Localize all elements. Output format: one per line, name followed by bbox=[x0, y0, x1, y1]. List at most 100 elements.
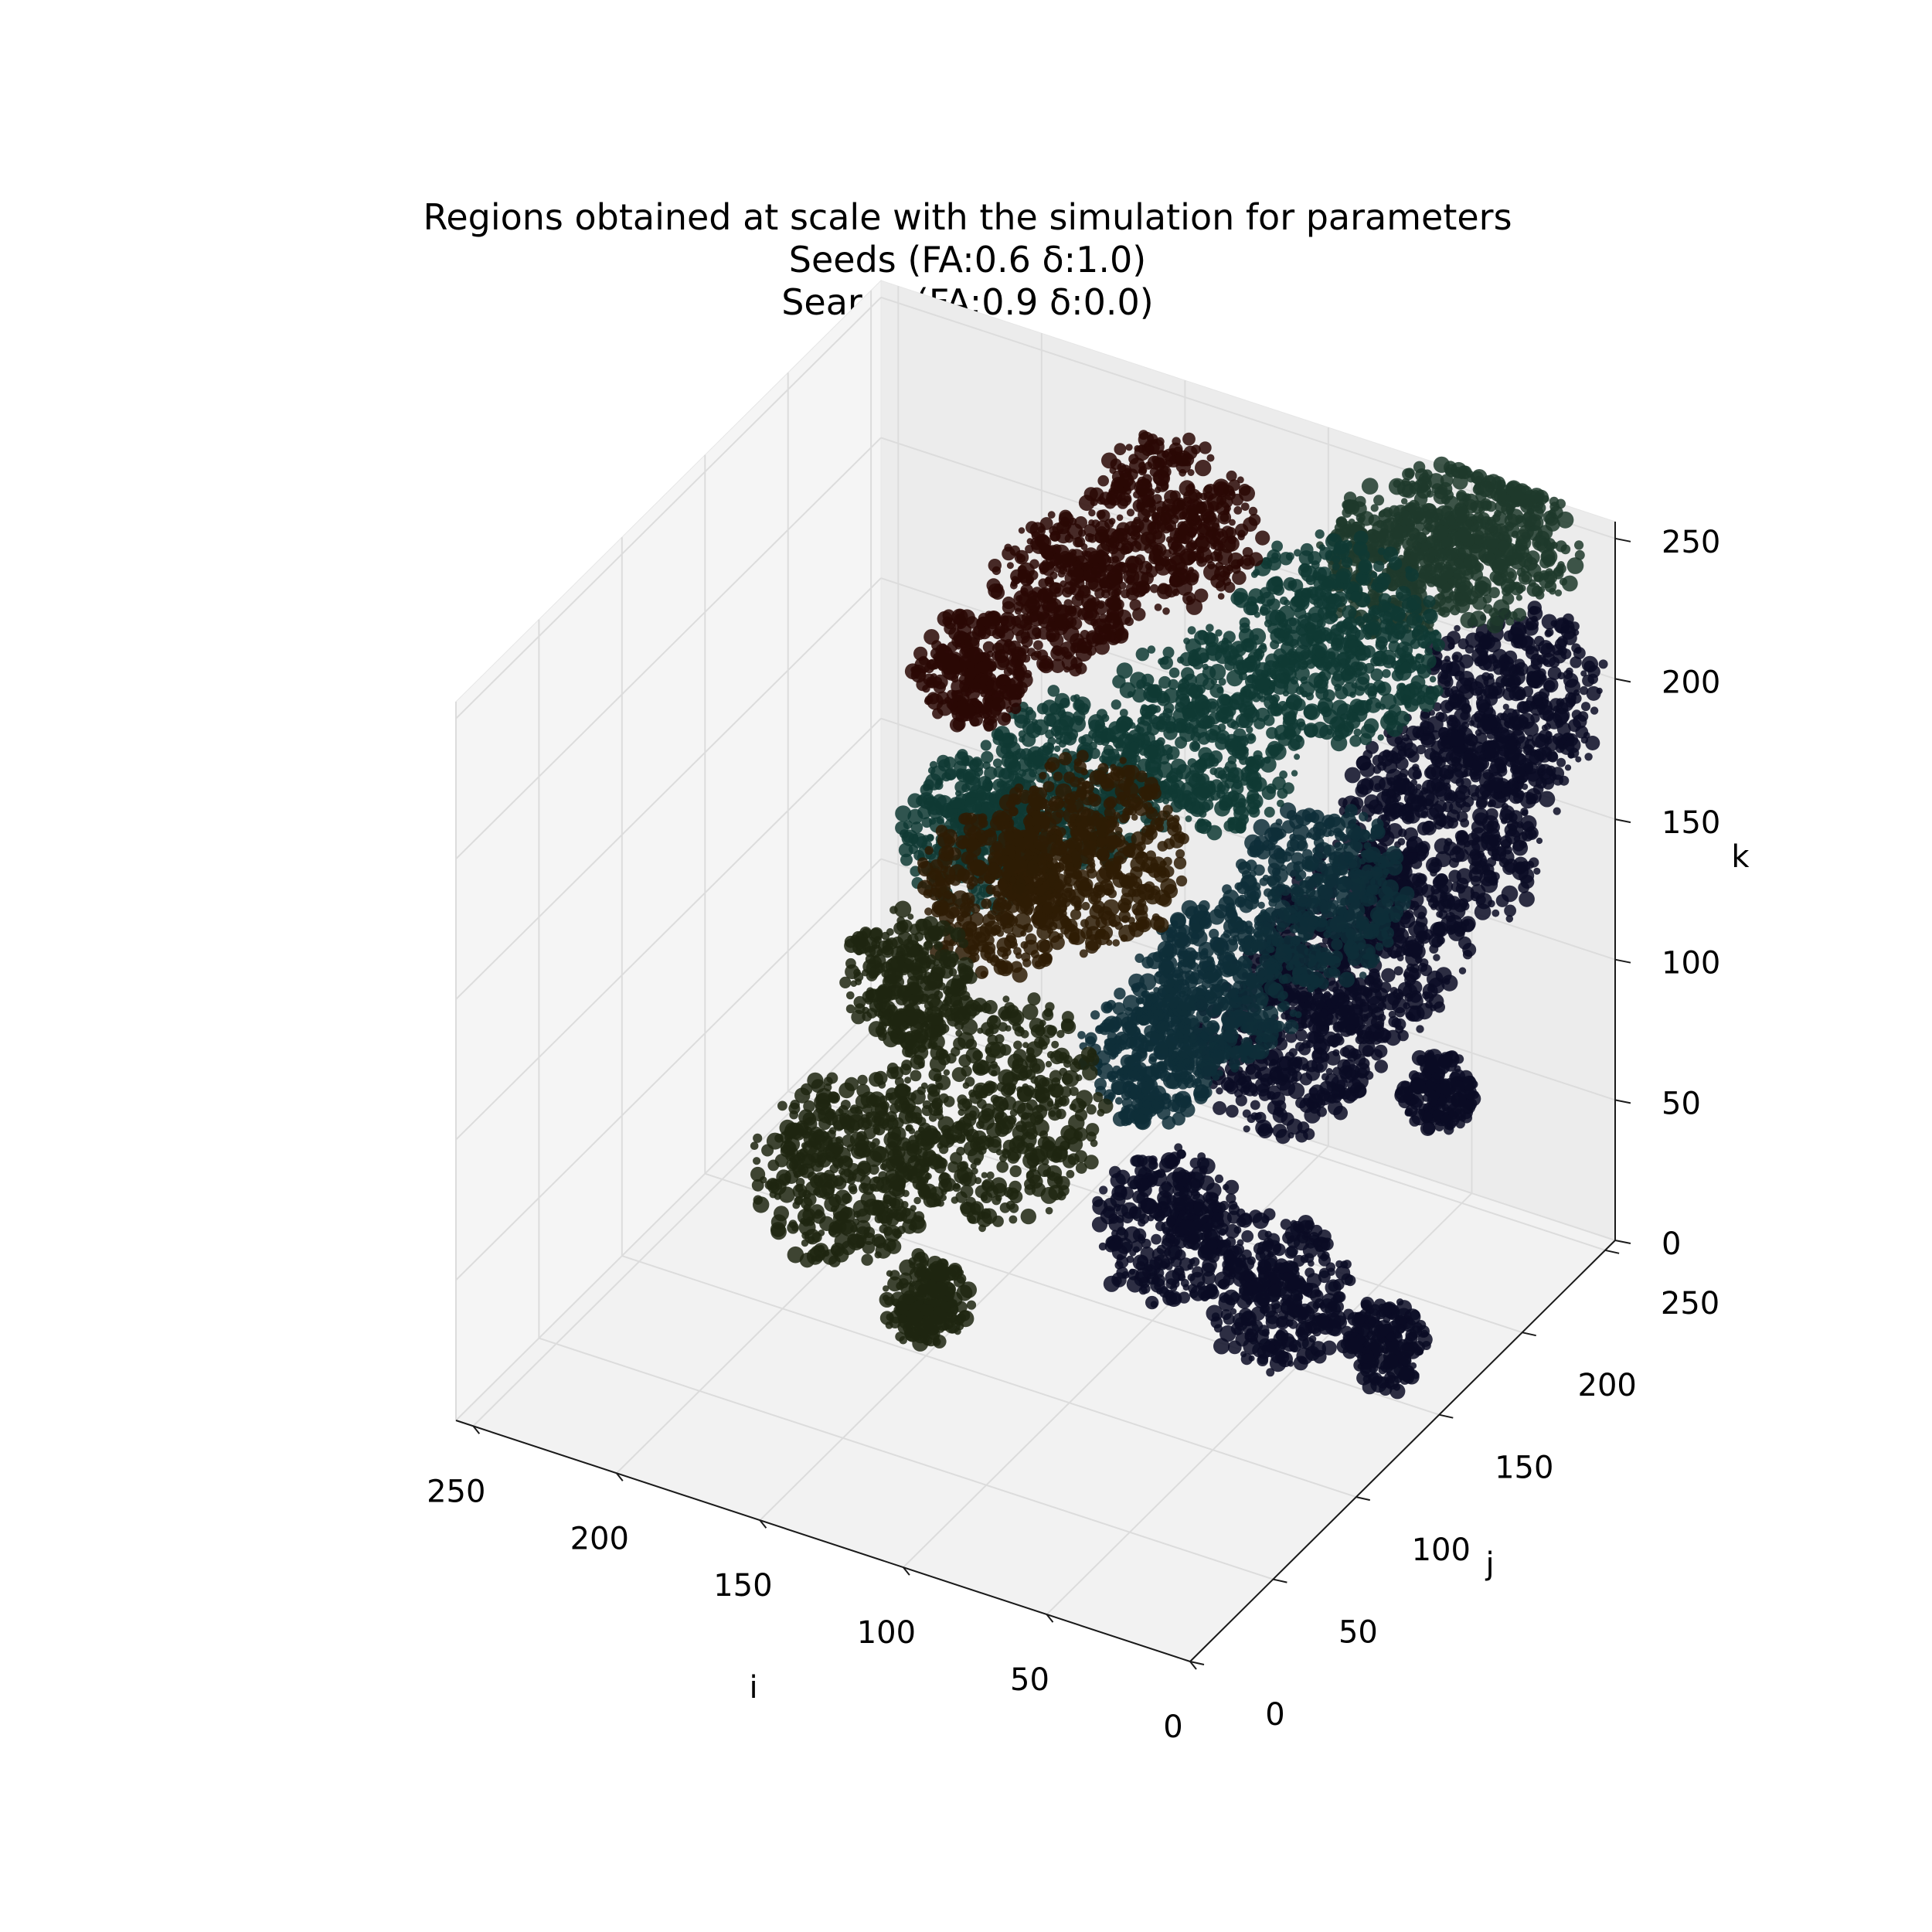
scatter-point bbox=[1433, 488, 1449, 505]
scatter-point bbox=[1131, 983, 1141, 993]
scatter-point bbox=[1433, 524, 1449, 541]
scatter-point bbox=[1471, 866, 1478, 873]
scatter-point bbox=[1482, 769, 1494, 781]
scatter-point bbox=[1575, 756, 1582, 763]
scatter-point bbox=[1437, 712, 1448, 723]
scatter-point bbox=[1281, 1272, 1291, 1282]
scatter-point bbox=[1211, 1005, 1223, 1016]
scatter-point bbox=[1383, 507, 1393, 518]
scatter-point bbox=[1412, 1321, 1423, 1333]
scatter-point bbox=[1168, 1244, 1183, 1260]
scatter-point bbox=[1405, 948, 1413, 956]
scatter-point bbox=[1279, 1001, 1290, 1011]
scatter-point bbox=[1542, 495, 1549, 503]
scatter-point bbox=[1131, 1065, 1147, 1081]
scatter-point bbox=[1198, 900, 1210, 912]
scatter-point bbox=[1104, 1240, 1117, 1253]
scatter-point bbox=[1349, 1070, 1359, 1079]
scatter-point bbox=[1165, 1262, 1173, 1270]
scatter-point bbox=[1581, 655, 1598, 673]
scatter-point bbox=[1498, 792, 1505, 799]
scatter-point bbox=[1315, 1244, 1323, 1253]
scatter-point bbox=[1464, 519, 1474, 528]
scatter-point bbox=[1448, 792, 1458, 802]
scatter-point bbox=[1301, 855, 1318, 872]
scatter-point bbox=[1261, 1022, 1270, 1031]
scatter-point bbox=[1332, 1294, 1342, 1304]
scatter-point bbox=[1475, 576, 1492, 594]
scatter-point bbox=[1440, 1114, 1451, 1124]
scatter-point bbox=[1171, 1279, 1180, 1288]
scatter-point bbox=[1216, 1070, 1223, 1077]
scatter-point bbox=[1286, 992, 1301, 1007]
scatter-point bbox=[1278, 1261, 1294, 1277]
scatter-point bbox=[1243, 1273, 1253, 1283]
scatter-point bbox=[1182, 1017, 1192, 1027]
scatter-point bbox=[1344, 804, 1358, 818]
scatter-point bbox=[1338, 971, 1355, 988]
scatter-point bbox=[1394, 1007, 1406, 1018]
scatter-point bbox=[1452, 1080, 1465, 1093]
scatter-point bbox=[1085, 1036, 1096, 1047]
scatter-point bbox=[1444, 680, 1451, 687]
scatter-point bbox=[1342, 1045, 1356, 1059]
scatter-point bbox=[1266, 1368, 1275, 1377]
scatter-point bbox=[1470, 876, 1481, 886]
scatter-point bbox=[1491, 853, 1498, 861]
scatter-point bbox=[1156, 1287, 1163, 1295]
scatter-point bbox=[1434, 873, 1449, 887]
scatter-point bbox=[1420, 711, 1430, 722]
scatter-point bbox=[1504, 813, 1512, 821]
scatter-point bbox=[1515, 539, 1528, 552]
scatter-point bbox=[1267, 827, 1283, 842]
scatter-point bbox=[1369, 609, 1376, 617]
scatter-point bbox=[1172, 1184, 1185, 1196]
scatter-point bbox=[1174, 1143, 1183, 1152]
scatter-point bbox=[1234, 1089, 1243, 1098]
scatter-point bbox=[1458, 936, 1471, 950]
scatter-point bbox=[1279, 991, 1288, 1000]
scatter-point bbox=[1361, 1363, 1372, 1374]
scatter-point bbox=[1287, 1132, 1294, 1139]
scatter-point bbox=[1502, 787, 1512, 797]
scatter-point bbox=[1247, 1114, 1256, 1124]
scatter-point bbox=[1383, 1354, 1399, 1370]
scatter-point bbox=[1367, 1003, 1379, 1015]
scatter-point bbox=[1335, 920, 1349, 933]
scatter-point bbox=[1386, 1332, 1396, 1342]
grid-line-side-k bbox=[455, 297, 882, 719]
scatter-point bbox=[1271, 1303, 1282, 1314]
scatter-point bbox=[1485, 808, 1498, 821]
scatter-point bbox=[1504, 904, 1516, 917]
scatter-point bbox=[1542, 652, 1556, 668]
scatter-point bbox=[1230, 927, 1240, 938]
scatter-point bbox=[1381, 968, 1396, 983]
scatter-point bbox=[1355, 495, 1366, 508]
scatter-point bbox=[1154, 1267, 1165, 1278]
scatter-point bbox=[1279, 1056, 1294, 1071]
scatter-point bbox=[1314, 1012, 1328, 1026]
scatter-point bbox=[1530, 713, 1540, 723]
scatter-point bbox=[1343, 909, 1355, 922]
scatter-point bbox=[1300, 1254, 1309, 1264]
scatter-point bbox=[1447, 717, 1461, 732]
scatter-point bbox=[1334, 683, 1342, 692]
scatter-point bbox=[1505, 745, 1522, 761]
scatter-point bbox=[1346, 938, 1355, 947]
scatter-point bbox=[1341, 1273, 1353, 1286]
grid-line-floor-j bbox=[539, 1337, 1274, 1580]
scatter-point bbox=[1410, 779, 1417, 786]
scatter-point bbox=[1385, 1338, 1400, 1352]
scatter-point bbox=[1165, 1033, 1179, 1047]
scatter-point bbox=[1318, 1253, 1331, 1267]
scatter-point bbox=[1177, 951, 1186, 960]
scatter-point bbox=[1295, 1029, 1308, 1042]
scatter-point bbox=[1440, 699, 1454, 713]
scatter-point bbox=[1369, 1338, 1385, 1355]
scatter-point bbox=[1356, 828, 1370, 843]
scatter-point bbox=[1306, 1031, 1318, 1043]
scatter-point bbox=[1372, 560, 1385, 572]
scatter-point bbox=[1255, 1119, 1272, 1137]
scatter-point bbox=[1355, 916, 1369, 930]
scatter-point bbox=[1493, 599, 1510, 616]
